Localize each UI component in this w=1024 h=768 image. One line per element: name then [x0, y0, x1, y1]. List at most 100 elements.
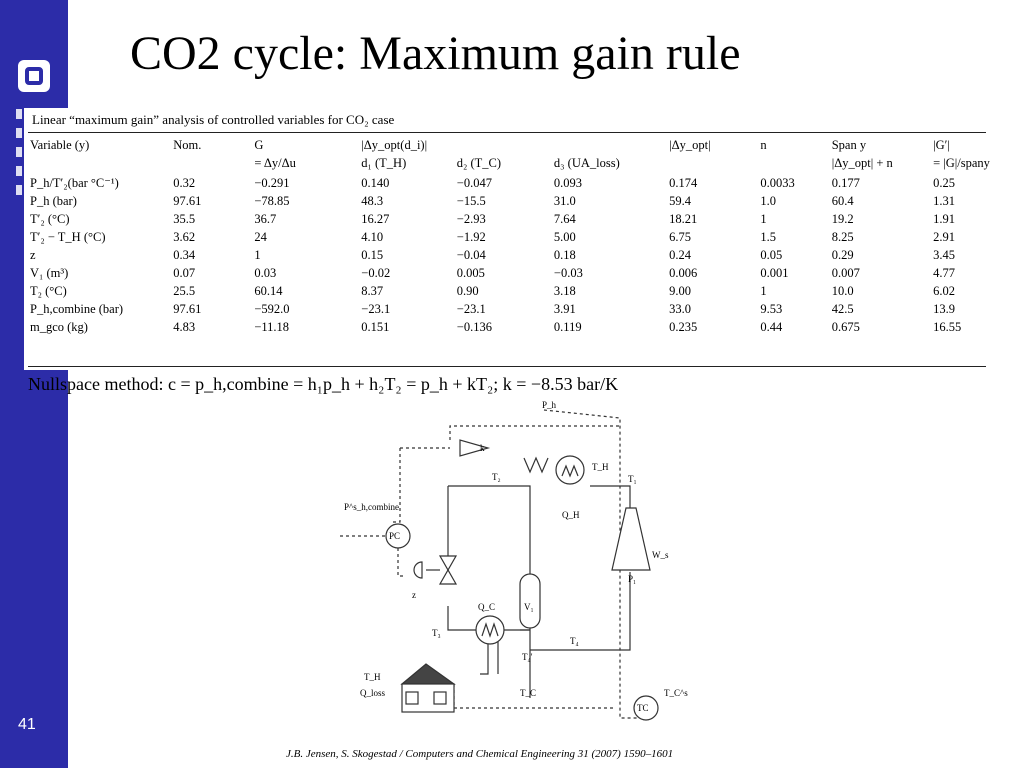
cell: −15.5 [456, 193, 486, 208]
cell: 97.61 [173, 301, 202, 316]
cell: 6.02 [933, 283, 955, 298]
t4-label: T₄ [570, 636, 579, 646]
pc-label: PC [389, 531, 400, 541]
qh-label: Q_H [562, 510, 580, 520]
header-cell: Span y [831, 138, 867, 152]
citation: J.B. Jensen, S. Skogestad / Computers an… [286, 748, 674, 760]
cell: 10.0 [831, 283, 854, 298]
tc-value-label: T_C [520, 688, 536, 698]
slide-title: CO2 cycle: Maximum gain rule [130, 27, 741, 80]
header-cell: G [254, 138, 264, 152]
signal-line [390, 448, 401, 523]
tc-label: TC [637, 703, 649, 713]
table-row: V₁ (m³) 0.07 0.03 −0.02 0.005 −0.03 0.006 0.001… [30, 264, 990, 282]
tcs-label: T_C^s [664, 688, 688, 698]
cell: −11.18 [254, 319, 290, 334]
cell: 1.0 [760, 193, 776, 208]
cell: 35.5 [173, 211, 196, 226]
t2-label: T₂ [492, 472, 501, 482]
table-row: P_h (bar) 97.61 −78.85 48.3 −15.5 31.0 59.4 1.0… [30, 192, 990, 210]
cell: 13.9 [933, 301, 955, 316]
heat-exchanger [523, 456, 549, 474]
cell: 0.119 [553, 319, 582, 334]
cell: 1 [760, 283, 767, 298]
header-cell: Variable (y) [30, 138, 90, 152]
cell: −0.04 [456, 247, 486, 262]
cell: V₁ (m³) [30, 265, 69, 280]
cell: 19.2 [831, 211, 854, 226]
cell: −78.85 [254, 193, 290, 208]
header-cell: |Δy_opt(d_i)| [361, 138, 428, 152]
cell: 16.55 [933, 319, 962, 334]
th-label: T_H [592, 462, 609, 472]
cell: 3.91 [553, 301, 576, 316]
cell: P_h (bar) [30, 193, 77, 208]
table-row: T₂ (°C) 25.5 60.14 8.37 0.90 3.18 9.00 1 10.0 6.0… [30, 282, 990, 300]
process-line [447, 606, 480, 631]
process-line [590, 485, 631, 508]
cell: 6.75 [669, 229, 691, 244]
table-header-row: Variable (y) Nom. G |Δy_opt(d_i)| |Δy_op… [30, 138, 990, 156]
cell: 0.0033 [760, 175, 795, 190]
cell: 0.006 [669, 265, 698, 280]
table-row: P_h/T′₂(bar °C⁻¹) 0.32 −0.291 0.140 −0.047 0.… [30, 174, 990, 192]
co2-cycle-diagram: k PC TC P_h T₂ T_H T₁ Q_H P^s_h,combine … [340, 400, 688, 721]
cell: 0.29 [831, 247, 854, 262]
nullspace-equation: Nullspace method: c = p_h,combine = h₁p_… [28, 374, 619, 394]
cell: 60.14 [254, 283, 283, 298]
header-cell: Nom. [173, 138, 202, 152]
ph-combine-label: P^s_h,combine [344, 502, 399, 512]
cell: 42.5 [831, 301, 854, 316]
qloss-label: Q_loss [360, 688, 386, 698]
cell: P_h/T′₂(bar °C⁻¹) [30, 176, 119, 190]
gain-table: Variable (y) Nom. G |Δy_opt(d_i)| |Δy_op… [30, 138, 990, 336]
cell: 3.62 [173, 229, 196, 244]
cell: 0.07 [173, 265, 196, 280]
cell: 1 [254, 247, 261, 262]
coil-icon [481, 622, 499, 638]
cell: 1 [760, 211, 767, 226]
table-row: T′₂ − T_H (°C) 3.62 24 4.10 −1.92 5.00 6.75 1.5… [30, 228, 990, 246]
cell: m_gco (kg) [30, 319, 88, 334]
cell: 0.18 [553, 247, 576, 262]
cell: 0.34 [173, 247, 196, 262]
cell: −0.02 [361, 265, 391, 280]
cell: 3.45 [933, 247, 955, 262]
k-label: k [480, 443, 485, 453]
subheader-cell [760, 156, 831, 174]
subheader-cell [669, 156, 760, 174]
t3-label: T₃ [432, 628, 441, 638]
pc-controller [385, 523, 411, 549]
cell: 0.235 [669, 319, 698, 334]
cell: 0.140 [361, 175, 390, 190]
th-exchanger [555, 455, 585, 485]
k-block [459, 439, 491, 457]
t1-label: T₁ [628, 474, 637, 484]
table-row: m_gco (kg) 4.83 −11.18 0.151 −0.136 0.119 0.23… [30, 318, 990, 336]
cell: −23.1 [456, 301, 486, 316]
p1-label: P₁ [628, 574, 636, 584]
cell: 0.177 [831, 175, 860, 190]
diagram-labels: P_h T₂ T_H T₁ Q_H P^s_h,combine W_s P₁ z… [344, 400, 688, 698]
th-house-label: T_H [364, 672, 381, 682]
cell: 0.675 [831, 319, 860, 334]
compressor [611, 507, 651, 571]
cell: 7.64 [553, 211, 576, 226]
tc-controller [633, 695, 659, 721]
cell: 0.25 [933, 175, 955, 190]
cell: 4.77 [933, 265, 955, 280]
subheader-cell: d₃ (UA_loss) [553, 156, 620, 170]
signal-line [449, 425, 620, 440]
subheader-cell: = Δy/Δu [254, 156, 296, 170]
cell: T′₂ (°C) [30, 211, 70, 226]
house-roof [400, 663, 456, 685]
subheader-cell: = |G|/spany [933, 156, 990, 170]
table-subheader-row: = Δy/Δu d₁ (T_H) d₂ (T_C) d₃ (UA_loss) |… [30, 156, 990, 174]
receiver-vessel [519, 573, 541, 629]
cell: 0.44 [760, 319, 783, 334]
cell: 60.4 [831, 193, 854, 208]
sidebar-decoration [14, 100, 54, 230]
valve [438, 555, 458, 572]
cell: 36.7 [254, 211, 277, 226]
bottom-rule [28, 366, 986, 367]
